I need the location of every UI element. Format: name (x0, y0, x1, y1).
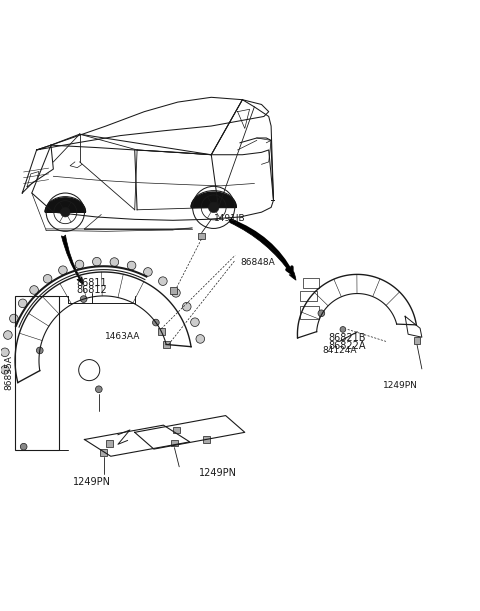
Circle shape (59, 266, 67, 274)
Circle shape (191, 318, 199, 326)
Text: 86848A: 86848A (240, 258, 275, 267)
FancyArrowPatch shape (61, 235, 83, 284)
Circle shape (0, 348, 9, 357)
Polygon shape (191, 192, 236, 207)
Bar (414, 337, 420, 343)
Text: 1249PN: 1249PN (72, 477, 110, 486)
Circle shape (93, 257, 101, 266)
Bar (300, 306, 319, 320)
Bar (198, 233, 205, 240)
Circle shape (30, 286, 38, 295)
Text: 86835A: 86835A (4, 355, 13, 390)
Circle shape (10, 314, 18, 323)
Text: 86812: 86812 (76, 285, 107, 295)
Bar (158, 328, 165, 335)
Text: 86821B: 86821B (328, 333, 366, 343)
Text: 1463AA: 1463AA (105, 332, 141, 341)
Circle shape (182, 302, 191, 311)
Bar (15, 296, 59, 450)
Bar (171, 439, 178, 446)
Bar (163, 341, 169, 348)
Bar (100, 449, 107, 456)
Circle shape (196, 335, 204, 343)
Text: 86811: 86811 (76, 277, 107, 288)
Circle shape (318, 310, 324, 316)
Text: 1249PN: 1249PN (383, 381, 418, 390)
Bar (300, 291, 317, 301)
Circle shape (340, 326, 346, 332)
Circle shape (110, 258, 119, 266)
Text: 86822A: 86822A (328, 341, 366, 351)
FancyArrowPatch shape (229, 219, 296, 280)
Circle shape (3, 331, 12, 339)
Circle shape (43, 274, 52, 283)
Circle shape (80, 296, 87, 302)
Circle shape (60, 207, 70, 217)
Polygon shape (45, 198, 85, 212)
Bar (203, 436, 210, 443)
Circle shape (144, 268, 152, 276)
Circle shape (18, 299, 27, 308)
Circle shape (172, 288, 180, 297)
Text: 84124A: 84124A (323, 346, 357, 356)
Circle shape (0, 365, 9, 374)
Circle shape (20, 444, 27, 450)
Circle shape (208, 202, 219, 213)
Circle shape (36, 347, 43, 354)
Bar (173, 426, 180, 433)
Text: 1249PN: 1249PN (199, 468, 237, 478)
Text: 1491JB: 1491JB (214, 214, 245, 223)
Bar (107, 440, 113, 447)
Circle shape (96, 386, 102, 393)
Bar (170, 287, 177, 294)
Circle shape (127, 261, 136, 270)
Circle shape (75, 260, 84, 269)
Circle shape (158, 277, 167, 285)
Bar (303, 278, 319, 288)
Circle shape (153, 319, 159, 326)
